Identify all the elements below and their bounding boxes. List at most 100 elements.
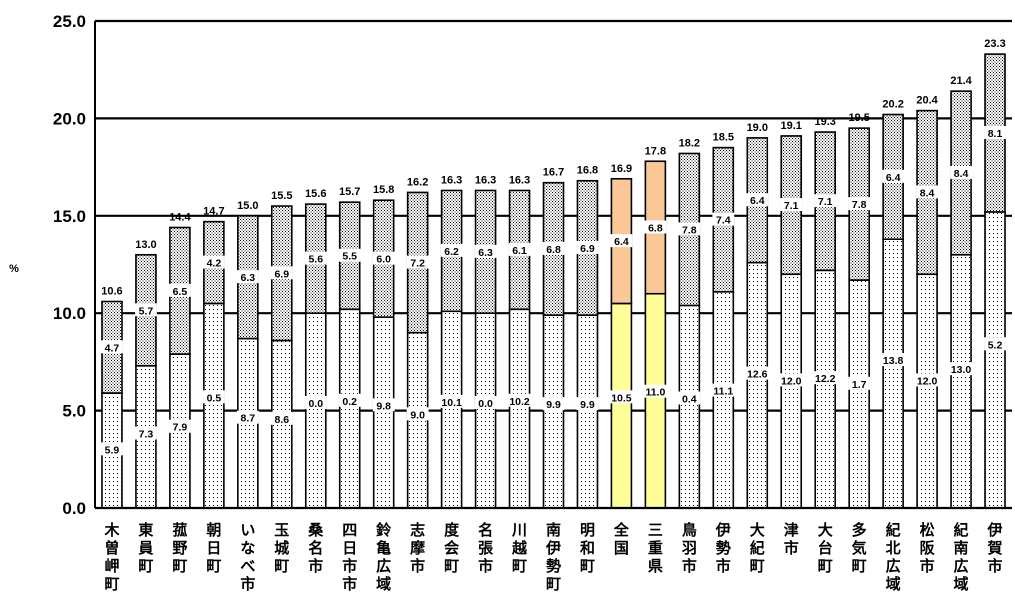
bar-lower-segment	[372, 316, 395, 509]
x-tick-label: 町	[444, 557, 459, 575]
x-tick-label: 度	[444, 521, 460, 539]
y-axis-label: %	[9, 263, 19, 275]
upper-segment-label: 8.4	[920, 187, 935, 199]
upper-segment-label-bg	[168, 283, 191, 297]
bar-lower-segment	[508, 308, 531, 509]
x-tick-label: 伊	[987, 521, 1003, 539]
lower-segment-label-bg	[406, 407, 429, 421]
lower-segment-label: 8.7	[241, 413, 256, 425]
lower-segment-label-bg	[641, 384, 670, 398]
total-label: 14.4	[169, 211, 191, 223]
data-labels: 5.9 4.7 10.6 7.3 5.7 13.0 7.9 6.5 14.4 0.5 4.2 14.7…	[101, 38, 1006, 456]
upper-segment-label: 5.6	[308, 254, 323, 266]
x-tick-label: 津	[784, 521, 799, 539]
upper-segment-label-bg	[848, 197, 871, 211]
upper-segment-label-bg	[202, 255, 225, 269]
bar-lower-segment	[542, 314, 565, 509]
lower-segment-label: 9.9	[546, 399, 561, 411]
upper-segment-label: 8.4	[954, 168, 969, 180]
x-tick-label: 域	[886, 575, 901, 593]
upper-segment-label-bg	[712, 212, 735, 226]
x-tick-label: 会	[444, 539, 459, 557]
upper-segment-label-bg	[101, 340, 123, 354]
upper-segment-label-bg	[644, 220, 667, 234]
bars	[101, 53, 1006, 509]
x-tick-label: 台	[818, 539, 833, 557]
x-tick-label: 阪	[920, 539, 936, 557]
lower-segment-label-bg	[202, 390, 225, 404]
x-tick-label: 川	[511, 521, 527, 539]
x-tick-label: 城	[274, 539, 289, 557]
upper-segment-label: 6.9	[274, 268, 289, 280]
total-label: 19.0	[747, 122, 768, 134]
lower-segment-label-bg	[134, 426, 157, 440]
upper-segment-label-bg	[270, 266, 293, 280]
upper-segment-label-bg	[542, 241, 565, 255]
x-tick-label: 全	[613, 521, 630, 539]
x-tick-label: 亀	[376, 539, 391, 557]
x-tick-label: 越	[511, 539, 528, 557]
bar-lower-segment	[916, 273, 938, 509]
total-label: 10.6	[101, 286, 122, 298]
upper-segment-label-bg	[304, 251, 327, 265]
x-tick-label: 賀	[987, 539, 1003, 557]
x-tick-label: 伊	[715, 521, 731, 539]
upper-segment-label-bg	[338, 248, 361, 262]
total-label: 16.3	[441, 174, 462, 186]
x-tick-label: 菰	[172, 521, 187, 539]
x-tick-label: 日	[342, 539, 357, 557]
total-label: 16.7	[543, 167, 564, 179]
upper-segment-label: 5.7	[139, 305, 154, 317]
y-tick-label: 5.0	[62, 402, 86, 421]
total-label: 15.6	[305, 188, 326, 200]
x-tick-label: 鈴	[376, 521, 392, 539]
x-tick-label: 町	[750, 557, 765, 575]
total-label: 16.9	[611, 163, 632, 175]
x-tick-label: 市	[240, 575, 255, 593]
bar-lower-segment	[814, 269, 837, 509]
bar-lower-segment	[984, 211, 1006, 509]
upper-segment-label-bg	[576, 240, 599, 254]
lower-segment-label: 9.0	[410, 409, 425, 421]
lower-segment-label: 7.9	[173, 422, 188, 434]
x-tick-label: 勢	[716, 539, 731, 557]
upper-segment-label-bg	[372, 251, 395, 265]
lower-segment-label: 10.2	[509, 396, 530, 408]
lower-segment-label: 8.6	[274, 414, 289, 426]
x-tick-label: 大	[818, 521, 833, 539]
upper-segment-label-bg	[916, 185, 939, 199]
x-tick-label: 多	[852, 521, 867, 539]
lower-segment-label: 9.8	[376, 400, 391, 412]
x-tick-label: 市	[410, 557, 425, 575]
x-tick-label: 市	[784, 539, 799, 557]
x-tick-label: 羽	[682, 539, 697, 557]
upper-segment-label-bg	[814, 194, 837, 208]
lower-segment-label: 0.4	[682, 393, 697, 405]
upper-segment-label: 7.8	[682, 224, 697, 236]
x-tick-label: 町	[852, 557, 867, 575]
x-tick-label: 北	[886, 539, 901, 557]
upper-segment-label: 6.3	[241, 272, 256, 284]
lower-segment-label-bg	[607, 390, 636, 404]
upper-segment-label: 7.8	[852, 199, 867, 211]
total-label: 23.3	[984, 38, 1005, 50]
x-tick-label: 和	[580, 539, 595, 557]
x-tick-label: 市	[342, 557, 357, 575]
x-tick-label: 広	[886, 557, 901, 575]
x-tick-label: 町	[104, 575, 119, 593]
total-label: 15.8	[373, 184, 394, 196]
x-tick-label: 市	[988, 557, 1003, 575]
x-tick-label: 町	[206, 557, 221, 575]
bar-lower-segment	[474, 312, 497, 509]
upper-segment-label: 7.1	[818, 196, 833, 208]
y-tick-label: 20.0	[53, 109, 86, 128]
x-tick-label: 町	[818, 557, 833, 575]
total-label: 16.8	[577, 165, 598, 177]
upper-segment-label: 6.8	[648, 222, 663, 234]
x-tick-label: い	[240, 521, 255, 539]
bar-lower-segment	[678, 304, 701, 509]
upper-segment-label-bg	[882, 169, 905, 183]
lower-segment-label: 0.0	[308, 398, 323, 410]
x-tick-label: 玉	[274, 521, 289, 539]
